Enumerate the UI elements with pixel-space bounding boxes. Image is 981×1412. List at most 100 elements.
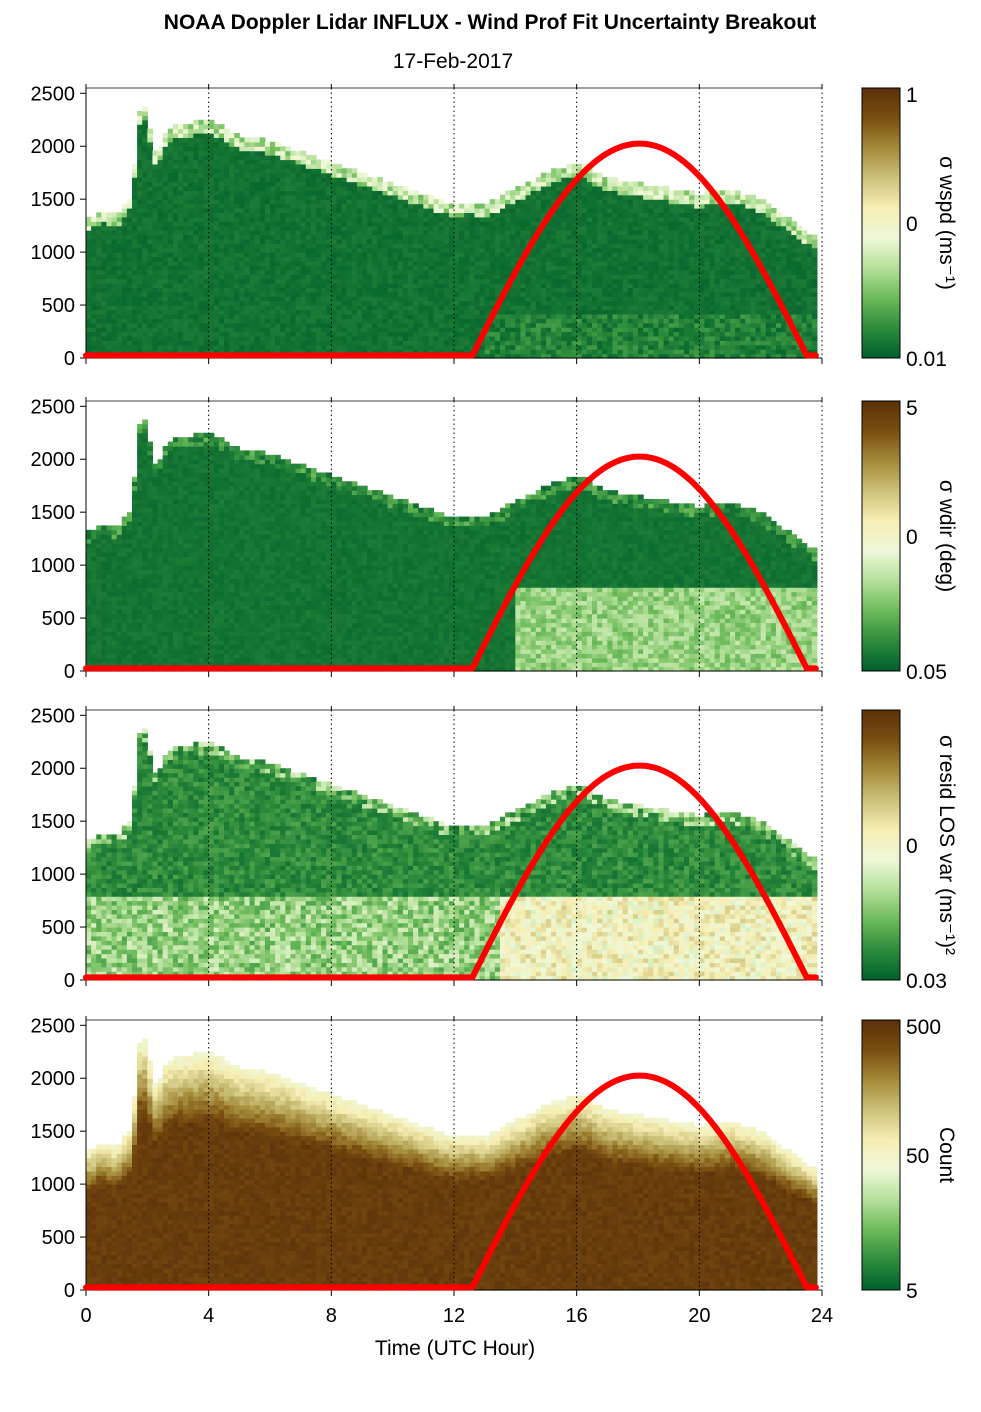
- heatmap-cell: [127, 274, 133, 279]
- heatmap-cell: [234, 137, 240, 142]
- heatmap-cell: [607, 177, 613, 182]
- heatmap-cell: [127, 314, 133, 319]
- heatmap-cell: [306, 190, 312, 195]
- heatmap-cell: [561, 204, 567, 209]
- heatmap-cell: [648, 199, 654, 204]
- heatmap-cell: [495, 212, 501, 217]
- heatmap-cell: [198, 182, 204, 187]
- heatmap-cell: [306, 177, 312, 182]
- heatmap-cell: [178, 168, 184, 173]
- heatmap-cell: [112, 221, 118, 226]
- heatmap-cell: [582, 177, 588, 182]
- heatmap-cell: [648, 217, 654, 222]
- heatmap-cell: [526, 182, 532, 187]
- heatmap-cell: [674, 323, 680, 328]
- heatmap-cell: [633, 345, 639, 350]
- heatmap-cell: [454, 323, 460, 328]
- heatmap-cell: [439, 248, 445, 253]
- heatmap-cell: [577, 349, 583, 354]
- heatmap-cell: [219, 168, 225, 173]
- heatmap-cell: [587, 336, 593, 341]
- heatmap-cell: [377, 217, 383, 222]
- heatmap-cell: [664, 221, 670, 226]
- heatmap-cell: [321, 159, 327, 164]
- heatmap-cell: [505, 212, 511, 217]
- heatmap-cell: [147, 182, 153, 187]
- heatmap-cell: [224, 296, 230, 301]
- heatmap-cell: [342, 168, 348, 173]
- heatmap-cell: [142, 115, 148, 120]
- heatmap-cell: [168, 133, 174, 138]
- heatmap-cell: [178, 208, 184, 213]
- heatmap-cell: [669, 265, 675, 270]
- heatmap-cell: [377, 336, 383, 341]
- heatmap-cell: [490, 252, 496, 257]
- heatmap-cell: [597, 182, 603, 187]
- heatmap-cell: [352, 309, 358, 314]
- heatmap-cell: [188, 243, 194, 248]
- heatmap-cell: [480, 318, 486, 323]
- heatmap-cell: [505, 239, 511, 244]
- heatmap-cell: [618, 195, 624, 200]
- heatmap-cell: [474, 292, 480, 297]
- heatmap-cell: [86, 243, 92, 248]
- heatmap-cell: [367, 212, 373, 217]
- heatmap-cell: [352, 243, 358, 248]
- heatmap-cell: [485, 279, 491, 284]
- heatmap-cell: [147, 151, 153, 156]
- heatmap-cell: [117, 309, 123, 314]
- heatmap-cell: [250, 296, 256, 301]
- heatmap-cell: [367, 208, 373, 213]
- heatmap-cell: [132, 208, 138, 213]
- heatmap-cell: [536, 257, 542, 262]
- heatmap-cell: [106, 301, 112, 306]
- heatmap-cell: [439, 283, 445, 288]
- heatmap-cell: [566, 248, 572, 253]
- heatmap-cell: [577, 199, 583, 204]
- heatmap-cell: [377, 265, 383, 270]
- heatmap-cell: [112, 234, 118, 239]
- heatmap-cell: [439, 327, 445, 332]
- heatmap-cell: [490, 349, 496, 354]
- heatmap-cell: [674, 212, 680, 217]
- heatmap-cell: [147, 129, 153, 134]
- heatmap-cell: [255, 296, 261, 301]
- heatmap-cell: [311, 274, 317, 279]
- heatmap-cell: [270, 208, 276, 213]
- heatmap-cell: [551, 287, 557, 292]
- heatmap-cell: [270, 221, 276, 226]
- heatmap-cell: [418, 212, 424, 217]
- heatmap-cell: [209, 287, 215, 292]
- heatmap-cell: [285, 309, 291, 314]
- heatmap-cell: [582, 226, 588, 231]
- heatmap-cell: [301, 212, 307, 217]
- heatmap-cell: [551, 248, 557, 253]
- heatmap-cell: [173, 309, 179, 314]
- heatmap-cell: [101, 309, 107, 314]
- heatmap-cell: [577, 195, 583, 200]
- heatmap-cell: [86, 327, 92, 332]
- heatmap-cell: [408, 301, 414, 306]
- heatmap-cell: [434, 323, 440, 328]
- heatmap-cell: [638, 314, 644, 319]
- heatmap-cell: [602, 261, 608, 266]
- heatmap-cell: [582, 332, 588, 337]
- heatmap-cell: [618, 199, 624, 204]
- heatmap-cell: [658, 190, 664, 195]
- heatmap-cell: [674, 279, 680, 284]
- heatmap-cell: [229, 292, 235, 297]
- heatmap-cell: [183, 212, 189, 217]
- heatmap-cell: [536, 332, 542, 337]
- heatmap-cell: [311, 199, 317, 204]
- heatmap-cell: [526, 186, 532, 191]
- heatmap-cell: [342, 314, 348, 319]
- heatmap-cell: [321, 301, 327, 306]
- heatmap-cell: [275, 204, 281, 209]
- heatmap-cell: [633, 248, 639, 253]
- heatmap-cell: [296, 340, 302, 345]
- heatmap-cell: [173, 248, 179, 253]
- heatmap-cell: [602, 195, 608, 200]
- heatmap-cell: [398, 221, 404, 226]
- heatmap-cell: [178, 327, 184, 332]
- heatmap-cell: [178, 314, 184, 319]
